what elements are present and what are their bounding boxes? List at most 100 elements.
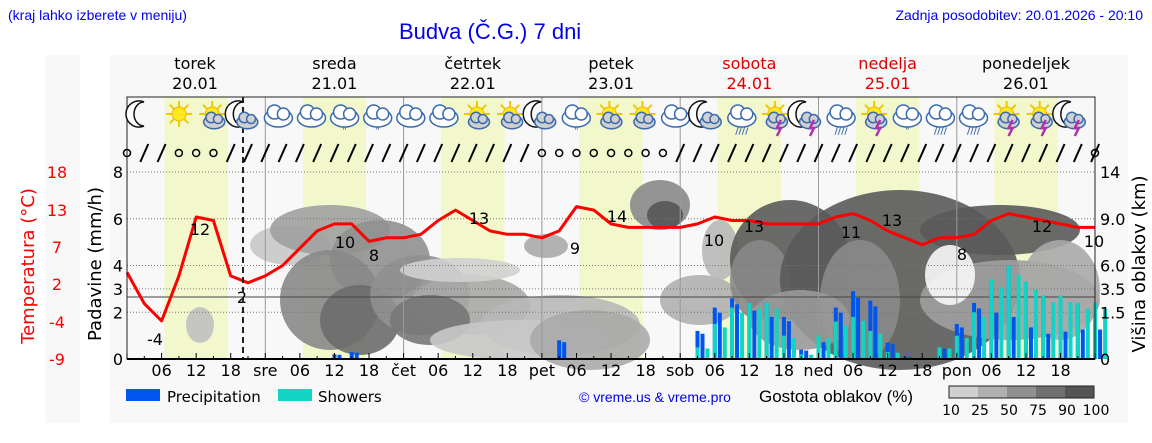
wind-barb-icon [1038, 143, 1049, 163]
wind-barb-icon [709, 143, 720, 163]
precip-axis-label: Padavine (mm/h) [85, 187, 106, 341]
x-tick-label: pon [942, 361, 972, 380]
wind-barb-icon [139, 143, 150, 163]
showers-bar [1006, 265, 1011, 359]
temperature-label: 8 [957, 245, 967, 264]
sun-ray [169, 104, 175, 110]
location-hint-link[interactable]: (kraj lahko izberete v meniju) [8, 7, 187, 23]
wind-barb-icon [415, 143, 426, 163]
moon-shape [125, 100, 145, 128]
wind-barb-icon [243, 143, 253, 163]
cloud-height-axis-label: Višina oblakov (km) [1129, 175, 1150, 352]
precipitation-bar [752, 310, 757, 359]
moon-cloud-icon [224, 100, 259, 130]
day-name: sobota [722, 54, 776, 73]
sun-ray [646, 104, 653, 110]
showers-bar [972, 312, 977, 359]
wind-barb-icon [398, 143, 409, 163]
wind-calm-icon [174, 148, 184, 158]
wind-calm-icon [572, 148, 581, 158]
drizzle-mark: " [574, 126, 579, 137]
cloud-density-scale-frame [948, 385, 1095, 399]
cloud-height-tick: 9.0 [1100, 210, 1125, 229]
showers-bar [982, 316, 987, 359]
cloud-drizzle-icon: " [329, 104, 360, 137]
sun-cloud-icon [497, 101, 524, 130]
precip-tick: 8 [113, 163, 123, 182]
cloud-density-legend-label: Gostota oblakov (%) [759, 387, 913, 406]
sun-storm-icon [1026, 101, 1053, 137]
precipitation-bar [804, 350, 809, 359]
wind-barb-icon [900, 143, 910, 163]
precipitation-bar [1028, 327, 1033, 359]
wind-barb-icon [848, 143, 858, 163]
wind-barb-icon [882, 143, 893, 163]
x-tick-label: 12 [1016, 361, 1036, 380]
cloud-shape [839, 107, 853, 121]
wind-barb-icon [1021, 143, 1031, 163]
precipitation-bar [977, 308, 982, 359]
showers-bar [1051, 302, 1056, 359]
day-name: nedelja [858, 54, 917, 73]
precip-tick: 3 [113, 280, 123, 299]
rain-mark: //// [934, 127, 948, 137]
temperature-label: -4 [147, 330, 163, 349]
wind-calm-icon [658, 148, 668, 158]
precipitation-bar [885, 342, 890, 359]
precipitation-bar [735, 304, 740, 359]
cloud-shape [543, 113, 555, 125]
cloud-drizzle-icon: " [892, 104, 923, 137]
showers-bar [964, 337, 969, 359]
cloud-shape [643, 113, 654, 125]
precipitation-bar [769, 316, 774, 359]
cloud-icon [263, 104, 294, 128]
wind-calm-icon [209, 148, 218, 158]
moon-storm-icon [1052, 100, 1087, 137]
showers-bar [791, 337, 796, 359]
day-date: 25.01 [865, 74, 911, 93]
day-date: 20.01 [172, 74, 218, 93]
temperature-tick: 2 [52, 275, 62, 294]
showers-bar [1041, 295, 1046, 359]
wind-barb-icon [830, 143, 841, 163]
showers-bar [1103, 308, 1108, 359]
cloud-rain-icon: //// [958, 104, 989, 137]
showers-bar [851, 316, 856, 359]
wind-calm-icon [589, 148, 599, 158]
wind-barb-icon [1003, 143, 1014, 163]
cloud-density-tick: 90 [1058, 403, 1076, 419]
drizzle-mark: " [342, 126, 347, 137]
cloud-shape [905, 107, 920, 121]
cloud-rain-icon: //// [727, 104, 757, 137]
cloud-rain-icon: //// [925, 104, 956, 137]
sun-ray [599, 104, 606, 110]
drizzle-mark: " [905, 126, 910, 137]
x-tick-label: 06 [843, 361, 863, 380]
wind-barb-icon [450, 143, 461, 163]
cloud-shape [276, 107, 291, 121]
wind-barb-icon [986, 143, 997, 163]
x-tick-label: 18 [359, 361, 379, 380]
sun-ray [216, 104, 223, 110]
showers-bar [954, 335, 959, 359]
showers-bar [833, 321, 838, 359]
wind-calm-icon [554, 148, 564, 158]
wind-barb-icon [865, 143, 876, 163]
wind-barb-icon [381, 143, 392, 163]
wind-barb-icon [1055, 143, 1066, 163]
temperature-tick: 13 [47, 201, 67, 220]
precipitation-bar [337, 354, 342, 359]
showers-bar [1023, 281, 1028, 359]
precip-tick: 6 [113, 210, 123, 229]
cloud-height-tick: 0 [1100, 350, 1110, 369]
precipitation-bar [907, 356, 912, 359]
cloud-density-area [920, 205, 1080, 255]
cloud-density-tick: 10 [942, 403, 960, 419]
cloud-shape [442, 107, 456, 121]
x-tick-label: 18 [497, 361, 517, 380]
cloud-shape [574, 107, 589, 121]
sun-cloud-icon [596, 101, 623, 130]
day-date: 26.01 [1003, 74, 1049, 93]
showers-bar [781, 335, 786, 359]
cloud-density-area [186, 307, 214, 343]
